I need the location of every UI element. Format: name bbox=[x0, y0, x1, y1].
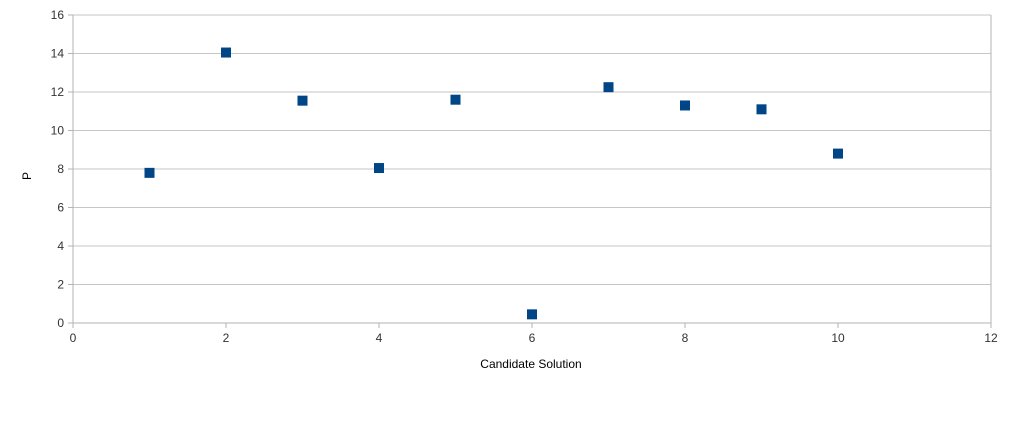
y-axis-title: P bbox=[20, 172, 34, 180]
data-point bbox=[221, 47, 231, 58]
y-tick-label: 14 bbox=[51, 47, 65, 61]
axis-layer bbox=[68, 14, 992, 328]
data-point bbox=[374, 163, 384, 174]
x-tick-label: 2 bbox=[223, 331, 230, 345]
data-point bbox=[680, 100, 690, 111]
x-tick-labels: 0 2 4 6 8 10 12 bbox=[70, 331, 998, 345]
data-point bbox=[144, 167, 155, 178]
y-tick-labels: 0 2 4 6 8 10 12 14 16 bbox=[51, 8, 65, 330]
data-point bbox=[527, 309, 537, 320]
grid-layer bbox=[73, 14, 991, 324]
y-tick-label: 10 bbox=[51, 124, 65, 138]
y-tick-label: 12 bbox=[51, 85, 65, 99]
x-tick-label: 4 bbox=[376, 331, 383, 345]
y-tick-label: 16 bbox=[51, 8, 65, 22]
data-point bbox=[297, 95, 308, 106]
x-tick-label: 6 bbox=[529, 331, 536, 345]
y-tick-label: 2 bbox=[57, 278, 64, 292]
y-tick-label: 0 bbox=[57, 316, 64, 330]
data-points bbox=[144, 47, 843, 320]
x-tick-label: 12 bbox=[984, 331, 998, 345]
data-point bbox=[603, 82, 614, 93]
data-point bbox=[833, 148, 843, 159]
x-tick-label: 0 bbox=[70, 331, 77, 345]
x-tick-label: 10 bbox=[831, 331, 845, 345]
x-tick-label: 8 bbox=[682, 331, 689, 345]
y-tick-label: 6 bbox=[57, 201, 64, 215]
x-axis-title: Candidate Solution bbox=[480, 357, 581, 371]
data-point bbox=[756, 104, 767, 115]
y-tick-label: 8 bbox=[57, 162, 64, 176]
y-tick-label: 4 bbox=[57, 239, 64, 253]
data-point bbox=[450, 94, 461, 105]
